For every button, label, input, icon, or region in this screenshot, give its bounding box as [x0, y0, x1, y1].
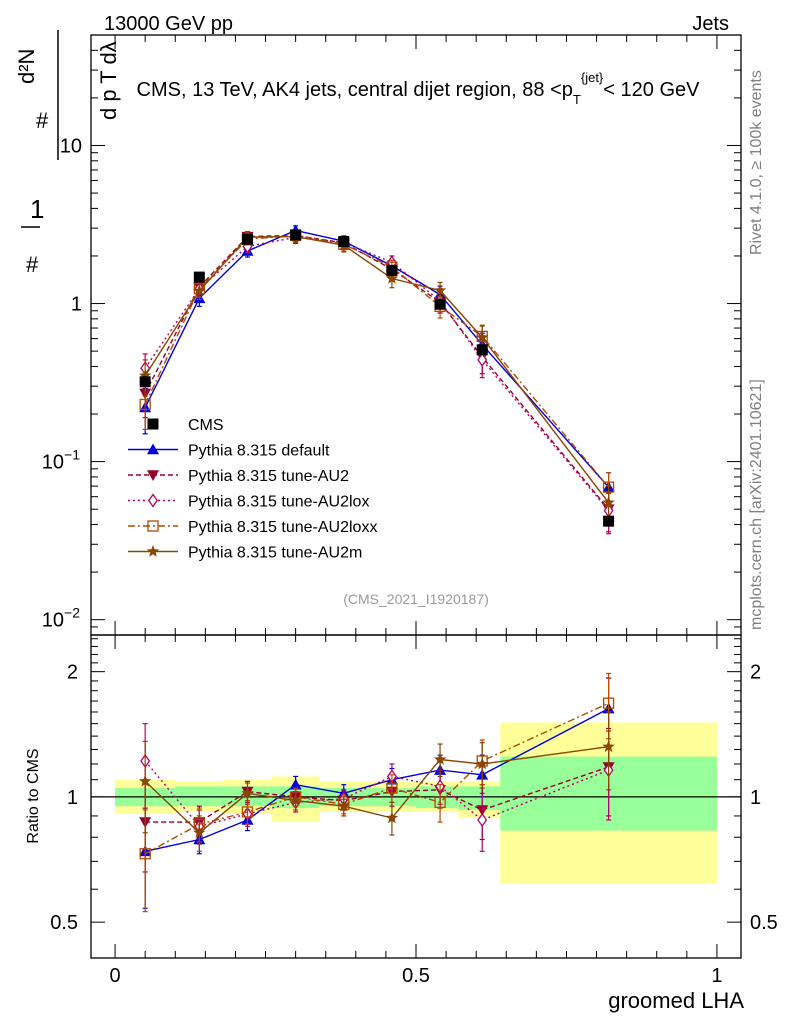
main-y-tick-label: 10−2 — [42, 605, 80, 632]
cms-data-point — [241, 233, 253, 245]
source-label: mcplots.cern.ch [arXiv:2401.10621] — [748, 379, 765, 630]
x-tick-label: 1 — [711, 965, 722, 987]
main-point-au2m — [385, 272, 399, 284]
legend-entry-cms: CMS — [147, 417, 224, 434]
ratio-point-au2loxx — [386, 782, 398, 794]
ratio-line-au2lox — [144, 760, 609, 828]
main-point-au2lox — [477, 352, 488, 368]
cms-data-point — [386, 264, 398, 276]
ratio-point-au2loxx — [434, 796, 446, 809]
main-series-au2 — [139, 229, 615, 533]
main-y-tick-label: 10 — [60, 135, 82, 157]
legend-label-au2: Pythia 8.315 tune-AU2 — [188, 468, 349, 485]
ratio-point-au2m — [241, 786, 254, 799]
legend-marker-cms — [147, 418, 159, 430]
main-line-au2m — [144, 235, 610, 504]
main-y-tick-label: 1 — [71, 294, 82, 316]
legend-entry-default: Pythia 8.315 default — [128, 443, 330, 460]
ratio-point-au2m — [289, 794, 302, 806]
cms-data-point — [434, 298, 446, 310]
watermark: (CMS_2021_I1920187) — [343, 591, 489, 607]
ratio-point-default — [289, 778, 302, 790]
legend-marker-au2m — [146, 545, 160, 557]
rivet-label: Rivet 4.1.0, ≥ 100k events — [748, 70, 765, 255]
category-label: Jets — [692, 13, 729, 35]
ratio-point-au2loxx — [241, 806, 254, 818]
cms-data-point — [139, 376, 151, 388]
legend-marker-au2 — [147, 470, 159, 481]
ratio-series-au2m — [139, 711, 615, 852]
ylabel-hash: # — [26, 252, 39, 277]
energy-label: 13000 GeV pp — [104, 13, 233, 35]
cms-data-point — [290, 229, 302, 241]
ratio-point-au2m — [476, 757, 489, 770]
ratio-y-tick-label-right: 1 — [750, 787, 761, 809]
main-title: CMS, 13 TeV, AK4 jets, central dijet reg… — [137, 70, 701, 107]
main-point-au2loxx — [139, 398, 151, 411]
legend-label-cms: CMS — [188, 417, 224, 434]
legend-label-au2loxx: Pythia 8.315 tune-AU2loxx — [188, 519, 377, 536]
main-point-au2m — [139, 369, 152, 381]
ratio-point-au2m — [433, 753, 447, 765]
legend-entry-au2: Pythia 8.315 tune-AU2 — [128, 468, 349, 485]
x-axis-label: groomed LHA — [608, 988, 744, 1013]
main-point-au2m — [193, 284, 206, 297]
cms-data-point — [603, 515, 615, 527]
ratio-point-au2m — [139, 774, 152, 787]
legend-entry-au2lox: Pythia 8.315 tune-AU2lox — [128, 493, 369, 511]
main-series-default — [139, 224, 615, 506]
main-series-au2loxx — [139, 229, 615, 506]
main-series-cms — [139, 229, 615, 527]
main-y-tick-label: 10−1 — [42, 447, 80, 474]
ratio-point-au2m — [337, 799, 350, 812]
legend-label-au2lox: Pythia 8.315 tune-AU2lox — [188, 494, 369, 511]
ylabel-one: 1 — [30, 194, 44, 224]
ratio-y-tick-label: 1 — [67, 787, 78, 809]
ratio-y-axis-label: Ratio to CMS — [25, 748, 42, 843]
legend-label-au2m: Pythia 8.315 tune-AU2m — [188, 545, 362, 562]
main-point-au2m — [433, 284, 447, 296]
ratio-y-tick-label-right: 2 — [750, 662, 761, 684]
ratio-point-au2loxx — [602, 697, 615, 709]
cms-data-point — [338, 235, 350, 247]
ratio-band-stat — [175, 786, 224, 807]
main-point-au2m — [476, 331, 489, 343]
cms-data-point — [193, 271, 205, 283]
ratio-point-au2m — [602, 740, 615, 752]
x-tick-label: 0.5 — [402, 965, 430, 987]
legend-entry-au2m: Pythia 8.315 tune-AU2m — [128, 545, 362, 562]
ratio-point-au2m — [385, 811, 399, 824]
legend-label-default: Pythia 8.315 default — [188, 443, 330, 460]
ratio-y-tick-label: 2 — [67, 662, 78, 684]
main-point-au2m — [602, 496, 615, 508]
legend-marker-default — [147, 443, 159, 455]
legend-entry-au2loxx: Pythia 8.315 tune-AU2loxx — [128, 519, 377, 536]
cms-data-point — [476, 344, 488, 356]
main-y-axis-label: # 1 d N / d p T d²N # d p T dλ — [14, 30, 121, 277]
ratio-point-au2loxx — [139, 848, 151, 860]
ratio-point-au2lox — [477, 812, 488, 828]
legend-marker-au2lox — [148, 493, 158, 508]
legend: CMS Pythia 8.315 default Pythia 8.315 tune… — [128, 417, 377, 562]
ratio-line-au2 — [145, 766, 609, 823]
ylabel-hash2: # — [36, 108, 49, 133]
ylabel-dpT: d p T dλ — [96, 41, 121, 120]
ratio-point-au2m — [193, 826, 206, 838]
ylabel-dN2: d²N — [14, 49, 39, 84]
ratio-y-tick-label-right: 0.5 — [750, 912, 778, 934]
ratio-y-tick-label: 0.5 — [50, 912, 78, 934]
legend-marker-au2loxx — [147, 520, 159, 532]
x-tick-label: 0 — [110, 965, 121, 987]
